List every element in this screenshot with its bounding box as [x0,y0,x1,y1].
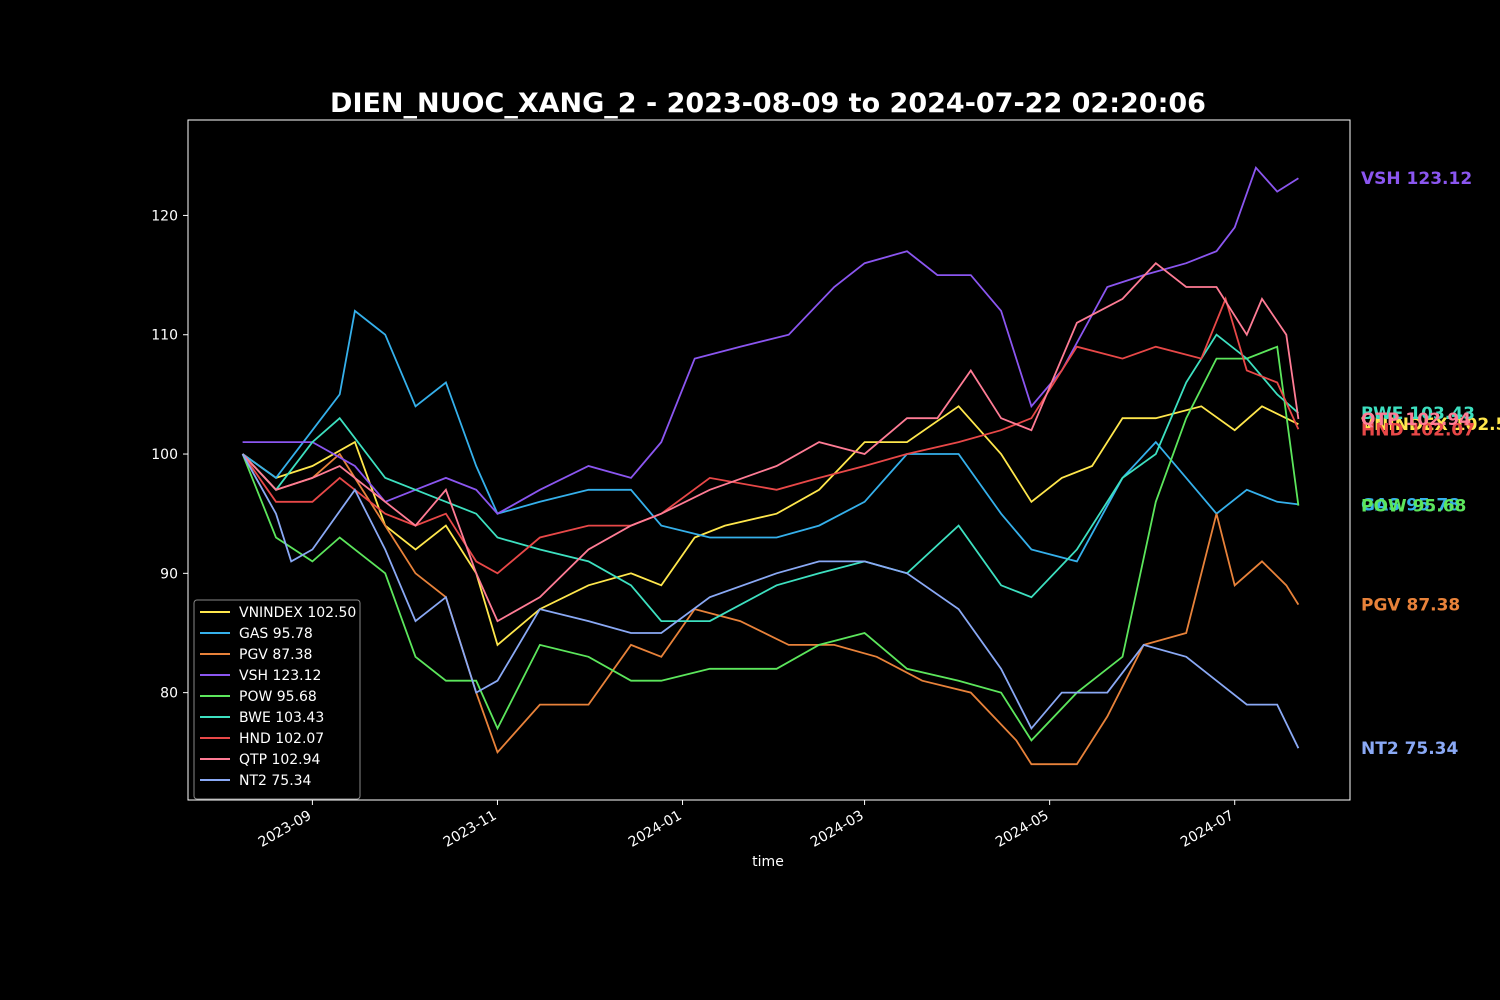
y-axis: 80 90 100 110 120 [151,208,188,702]
series-line-4 [241,345,1300,742]
x-axis-label: time [752,854,784,870]
end-label-3: VSH 123.12 [1361,169,1472,189]
end-label-0: VNINDEX 102.50 [1361,415,1500,435]
series-line-3 [242,165,1299,515]
series-line-8 [241,453,1300,749]
legend-item-3: VSH 123.12 [239,668,321,684]
series-end-labels: VNINDEX 102.50 GAS 95.78 PGV 87.38 VSH 123.… [1361,169,1500,759]
legend-item-7: QTP 102.94 [239,752,321,768]
y-tick-label-1: 90 [160,566,178,582]
x-tick-label-3: 2024-03 [808,808,867,851]
x-tick-label-4: 2024-05 [993,808,1052,851]
y-tick-label-3: 110 [151,328,178,344]
chart-title: DIEN_NUOC_XANG_2 - 2023-08-09 to 2024-07… [330,88,1206,119]
legend-item-4: POW 95.68 [239,689,317,705]
series-line-1 [242,309,1299,563]
legend-item-6: HND 102.07 [239,731,324,747]
end-label-5: BWE 103.43 [1361,404,1475,424]
series-line-7 [241,261,1300,623]
legend-item-8: NT2 75.34 [239,773,312,789]
end-label-6: HND 102.07 [1361,420,1475,440]
y-tick-label-0: 80 [160,686,178,702]
end-label-4: POW 95.68 [1361,497,1466,517]
legend-item-5: BWE 103.43 [239,710,324,726]
x-tick-label-5: 2024-07 [1178,808,1237,851]
legend-item-1: GAS 95.78 [239,626,313,642]
y-tick-label-4: 120 [151,208,178,224]
x-tick-label-2: 2024-01 [626,808,685,851]
end-label-2: PGV 87.38 [1361,596,1460,616]
x-tick-label-1: 2023-11 [441,808,500,851]
legend-box [193,599,361,800]
series-line-5 [241,333,1299,622]
series-line-0 [242,405,1299,647]
x-axis: 2023-09 2023-11 2024-01 2024-03 2024-05 2024-… [256,800,1237,851]
legend-item-0: VNINDEX 102.50 [239,605,356,621]
series-line-6 [241,296,1300,575]
x-tick-label-0: 2023-09 [256,808,315,851]
end-label-7: QTP 102.94 [1361,410,1471,430]
series-line-2 [241,452,1300,766]
series-lines [241,165,1300,766]
end-label-1: GAS 95.78 [1361,495,1460,515]
y-tick-label-2: 100 [151,447,178,463]
plot-area-frame [187,119,1351,801]
end-label-8: NT2 75.34 [1361,739,1459,759]
legend: VNINDEX 102.50 GAS 95.78 PGV 87.38 VSH 123.… [193,599,361,800]
legend-item-2: PGV 87.38 [239,647,312,663]
